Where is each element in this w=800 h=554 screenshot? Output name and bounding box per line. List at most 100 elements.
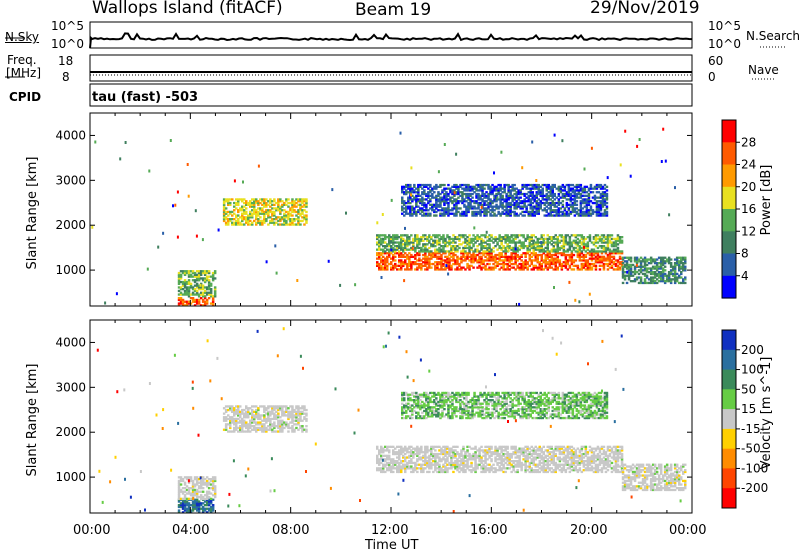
data-cell [259, 423, 262, 426]
data-cell [233, 414, 236, 417]
data-cell [231, 210, 234, 214]
data-cell [564, 243, 568, 246]
data-cell [513, 189, 516, 192]
data-cell [478, 250, 481, 253]
data-cell [394, 460, 397, 463]
data-cell [402, 460, 405, 463]
data-cell [388, 454, 391, 457]
freq-panel-frame [89, 54, 693, 82]
data-cell [490, 255, 493, 258]
data-cell [444, 467, 447, 470]
data-cell [583, 189, 587, 192]
data-cell [378, 245, 381, 248]
data-cell [577, 209, 581, 212]
data-cell [179, 478, 183, 481]
data-cell [407, 201, 410, 205]
data-cell [177, 488, 181, 492]
data-cell [426, 250, 429, 253]
data-cell [187, 478, 191, 481]
data-cell [281, 421, 284, 424]
data-cell [464, 257, 467, 260]
data-cell [551, 214, 554, 217]
data-cell [195, 282, 199, 285]
data-cell [222, 412, 226, 415]
data-cell [410, 461, 413, 465]
data-cell [412, 456, 415, 459]
speckle [535, 179, 538, 182]
data-cell [424, 246, 427, 250]
data-cell [245, 421, 248, 424]
data-cell [251, 214, 254, 217]
data-cell [428, 460, 431, 463]
data-cell [434, 253, 437, 257]
data-cell [398, 241, 401, 244]
data-cell [559, 214, 563, 217]
data-cell [408, 454, 411, 457]
data-cell [620, 250, 624, 253]
data-cell [245, 200, 248, 203]
data-cell [534, 253, 537, 257]
data-cell [468, 445, 471, 448]
noise-panel-frame [89, 21, 693, 49]
data-cell [460, 243, 463, 246]
data-cell [457, 201, 460, 205]
data-cell [448, 261, 451, 264]
data-cell [569, 189, 573, 192]
data-cell [420, 456, 423, 459]
data-cell [499, 187, 502, 190]
data-cell [516, 248, 519, 251]
data-cell [392, 465, 395, 468]
data-cell [469, 187, 472, 190]
data-cell [549, 201, 552, 205]
data-cell [540, 259, 543, 262]
data-cell [620, 241, 624, 244]
data-cell [301, 425, 304, 428]
data-cell [562, 264, 566, 267]
data-cell [428, 463, 431, 466]
data-cell [659, 262, 663, 265]
data-cell [245, 218, 248, 221]
data-cell [477, 194, 480, 197]
data-cell [532, 252, 535, 255]
data-cell [576, 255, 580, 258]
data-cell [211, 476, 215, 479]
data-cell [384, 245, 387, 248]
data-cell [578, 255, 582, 258]
data-cell [673, 280, 677, 283]
data-cell [474, 451, 477, 454]
speckle [507, 249, 510, 253]
data-cell [277, 412, 280, 415]
data-cell [401, 189, 404, 192]
data-cell [541, 187, 544, 190]
data-cell [661, 280, 665, 283]
data-cell [532, 246, 535, 250]
data-cell [197, 270, 201, 273]
data-cell [599, 209, 603, 212]
data-cell [439, 192, 442, 196]
data-cell [610, 234, 614, 237]
data-cell [414, 236, 417, 239]
data-cell [488, 250, 491, 253]
data-cell [570, 252, 574, 255]
data-cell [428, 454, 431, 457]
data-cell [390, 461, 393, 465]
data-cell [443, 203, 446, 206]
data-cell [287, 214, 290, 217]
data-cell [203, 494, 207, 497]
data-cell [511, 196, 514, 199]
data-cell [649, 262, 653, 265]
data-cell [594, 236, 598, 239]
data-cell [415, 203, 418, 206]
data-cell [257, 408, 260, 412]
data-cell [563, 209, 567, 212]
data-cell [463, 200, 466, 203]
data-cell [419, 209, 422, 212]
data-cell [201, 478, 205, 481]
data-cell [233, 209, 236, 212]
data-cell [586, 264, 590, 267]
data-cell [398, 456, 401, 459]
data-cell [600, 259, 604, 262]
data-cell [612, 252, 616, 255]
data-cell [388, 253, 391, 257]
data-cell [193, 273, 197, 276]
